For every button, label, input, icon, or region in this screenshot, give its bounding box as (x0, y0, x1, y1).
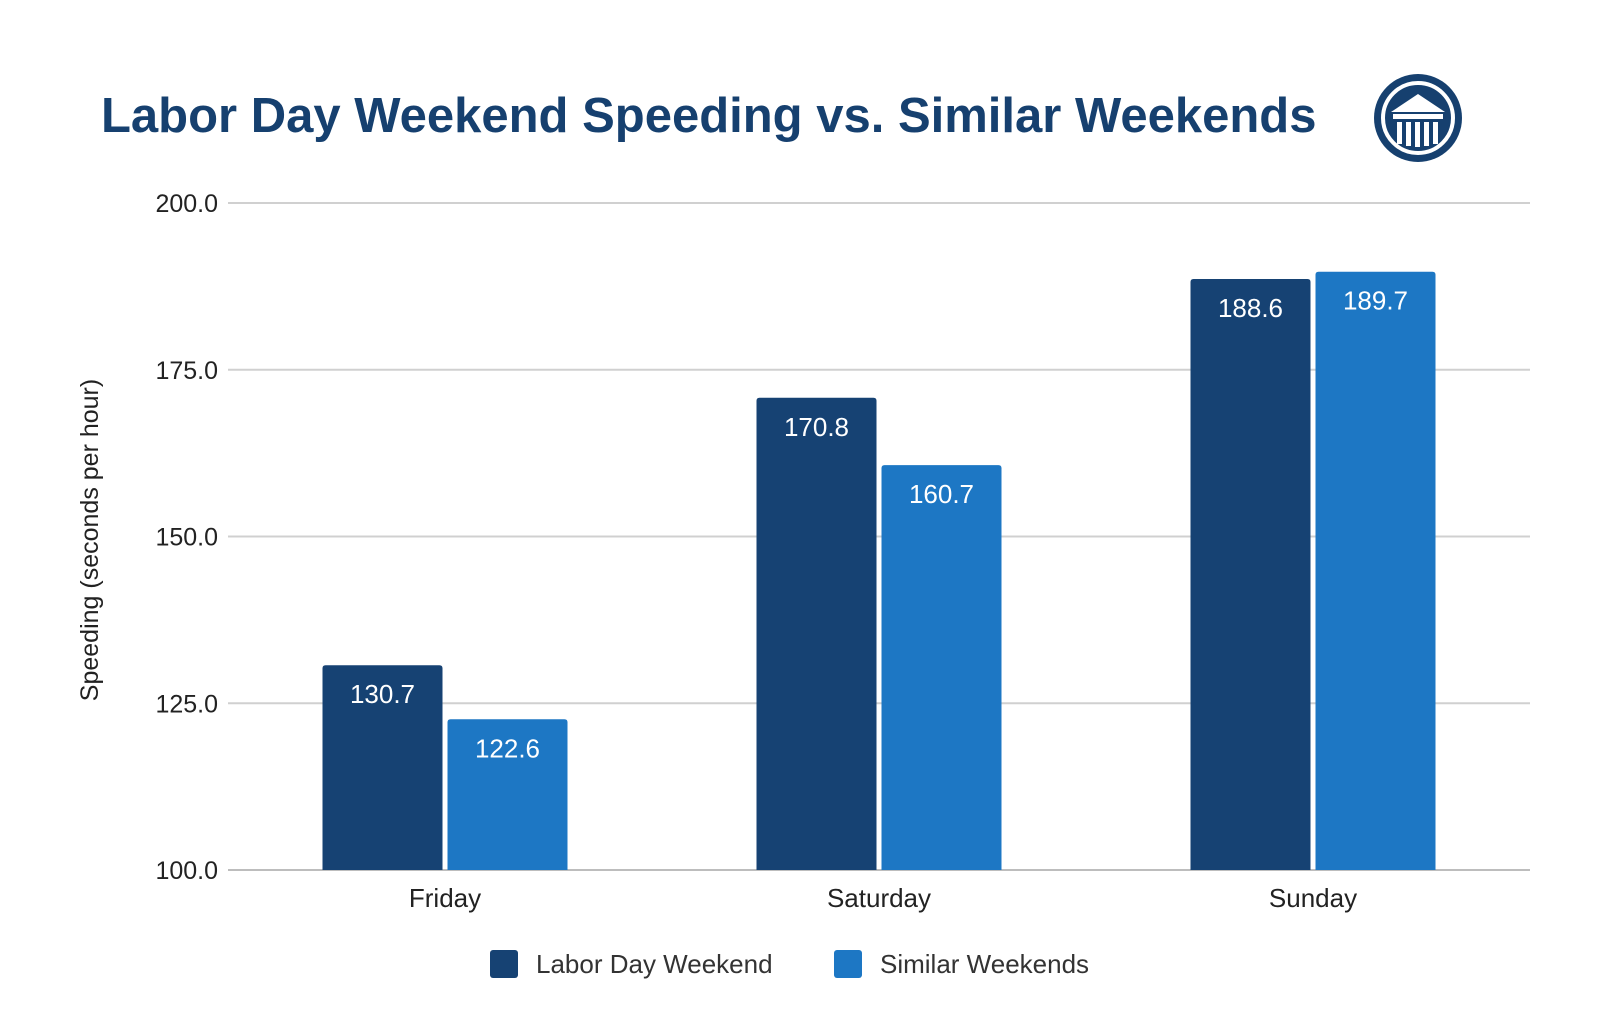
y-tick-label: 150.0 (155, 524, 218, 552)
y-axis-label: Speeding (seconds per hour) (76, 379, 104, 701)
bar-data-label: 130.7 (350, 679, 415, 709)
x-axis-categories: Friday Saturday Sunday (409, 883, 1357, 913)
x-category-label: Saturday (827, 883, 931, 913)
legend-item: Labor Day Weekend (490, 949, 773, 979)
x-category-label: Sunday (1269, 883, 1357, 913)
bar-similar-weekends-sunday (1315, 271, 1436, 870)
legend-swatch (834, 950, 862, 978)
gridlines (228, 202, 1530, 871)
legend-label: Similar Weekends (880, 949, 1089, 979)
y-tick-label: 100.0 (155, 857, 218, 885)
bar-labor-day-weekend-saturday (756, 397, 877, 870)
bar-data-label: 189.7 (1343, 286, 1408, 316)
bar-data-labels: 130.7 122.6 170.8 160.7 188.6 189.7 (350, 286, 1408, 764)
legend: Labor Day Weekend Similar Weekends (490, 949, 1089, 979)
x-category-label: Friday (409, 883, 481, 913)
bars (322, 271, 1436, 871)
bar-similar-weekends-friday (447, 719, 568, 870)
legend-swatch (490, 950, 518, 978)
chart-title: Labor Day Weekend Speeding vs. Similar W… (101, 89, 1316, 143)
bar-data-label: 170.8 (784, 412, 849, 442)
bar-data-label: 188.6 (1218, 293, 1283, 323)
logo (1374, 74, 1462, 162)
bar-labor-day-weekend-sunday (1190, 279, 1311, 871)
columned-building-logo-icon (1374, 74, 1462, 162)
y-axis-ticks: 100.0 125.0 150.0 175.0 200.0 (155, 190, 218, 885)
legend-item: Similar Weekends (834, 949, 1089, 979)
bar-labor-day-weekend-friday (322, 665, 443, 870)
legend-label: Labor Day Weekend (536, 949, 773, 979)
bar-similar-weekends-saturday (881, 465, 1002, 870)
y-tick-label: 125.0 (155, 690, 218, 718)
y-tick-label: 200.0 (155, 190, 218, 218)
y-tick-label: 175.0 (155, 357, 218, 385)
bar-data-label: 160.7 (909, 479, 974, 509)
bar-data-label: 122.6 (475, 733, 540, 763)
